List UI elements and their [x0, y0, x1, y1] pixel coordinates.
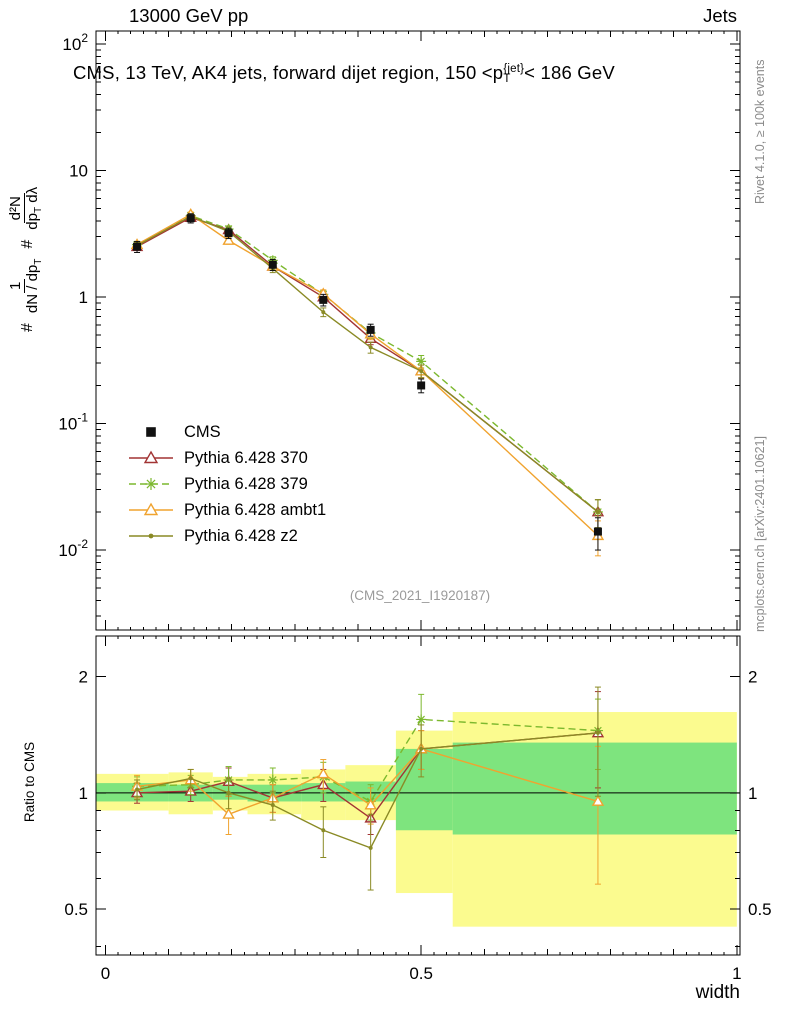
svg-text:10-1: 10-1 [58, 411, 88, 434]
main-series [130, 207, 605, 557]
legend-item-cms: CMS [128, 419, 326, 445]
svg-text:0.5: 0.5 [64, 900, 88, 919]
legend-item-pythia-379: Pythia 6.428 379 [128, 471, 326, 497]
svg-text:1: 1 [748, 784, 757, 803]
legend-item-pythia-ambt1: Pythia 6.428 ambt1 [128, 497, 326, 523]
svg-text:0: 0 [101, 964, 110, 983]
legend-marker-pythia-ambt1 [129, 502, 173, 516]
rivet-version-label: Rivet 4.1.0, ≥ 100k events [753, 59, 767, 204]
legend-item-pythia-z2: Pythia 6.428 z2 [128, 523, 326, 549]
observable-group-label: Jets [703, 5, 737, 26]
svg-text:1: 1 [732, 964, 741, 983]
ylabel-hash-1: # [18, 323, 36, 332]
plot-title-text: CMS, 13 TeV, AK4 jets, forward dijet reg… [73, 62, 504, 83]
legend-label-pythia-z2: Pythia 6.428 z2 [184, 526, 298, 545]
legend-item-pythia-370: Pythia 6.428 370 [128, 445, 326, 471]
legend: CMS Pythia 6.428 370 Pythia 6.428 379 Py… [128, 419, 326, 549]
ylabel-fraction-2: d²N dpT dλ [7, 186, 44, 230]
legend-marker-pythia-z2 [129, 533, 173, 539]
main-y-axis-label: # 1 dN / dpT # d²N dpT dλ [7, 32, 47, 332]
svg-text:2: 2 [748, 668, 757, 687]
x-axis-label: width [695, 982, 740, 1003]
mcplots-credit-label: mcplots.cern.ch [arXiv:2401.10621] [753, 436, 767, 632]
legend-label-cms: CMS [184, 422, 221, 441]
legend-label-pythia-370: Pythia 6.428 370 [184, 448, 308, 467]
legend-label-pythia-379: Pythia 6.428 379 [184, 474, 308, 493]
legend-label-pythia-ambt1: Pythia 6.428 ambt1 [184, 500, 327, 519]
svg-text:0.5: 0.5 [409, 964, 433, 983]
svg-text:0.5: 0.5 [748, 900, 772, 919]
ylabel-fraction-1: 1 dN / dpT [7, 258, 44, 314]
svg-text:10: 10 [69, 162, 88, 181]
ylabel-hash-2: # [18, 239, 36, 249]
legend-marker-cms [146, 427, 156, 437]
ratio-y-axis-label: Ratio to CMS [22, 741, 37, 823]
ratio-uncertainty-bands [96, 712, 740, 927]
ratio-series [130, 686, 605, 891]
legend-marker-pythia-379 [129, 478, 173, 490]
svg-text:102: 102 [62, 31, 88, 54]
plot-title: CMS, 13 TeV, AK4 jets, forward dijet reg… [73, 62, 615, 85]
plot-title-tail: < 186 GeV [524, 62, 615, 83]
svg-text:2: 2 [79, 668, 88, 687]
analysis-id-watermark: (CMS_2021_I1920187) [349, 588, 491, 603]
pt-jet-superscript: {jet} T [503, 63, 525, 85]
svg-text:1: 1 [79, 784, 88, 803]
axes: 102 10 1 10-1 10-2 2 2 1 1 0.5 0.5 0 0.5 1 [58, 30, 772, 983]
beam-energy-label: 13000 GeV pp [129, 5, 249, 26]
svg-text:10-2: 10-2 [58, 537, 88, 560]
svg-text:1: 1 [79, 288, 88, 307]
legend-marker-pythia-370 [129, 450, 173, 464]
